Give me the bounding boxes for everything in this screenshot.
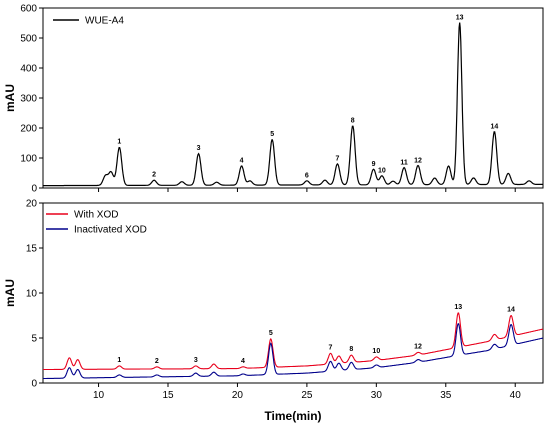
peak-label: 7 <box>329 344 333 351</box>
y-tick-label: 20 <box>26 199 38 210</box>
peak-label: 2 <box>155 358 159 365</box>
legend-label: Inactivated XOD <box>74 225 147 236</box>
series-line-with-xod <box>43 312 544 371</box>
x-tick-label: 30 <box>371 390 383 401</box>
peak-label: 1 <box>117 357 121 364</box>
series-line-wue-a4 <box>43 22 543 187</box>
x-tick-label: 40 <box>510 390 522 401</box>
peak-label: 8 <box>349 346 353 353</box>
peak-label: 7 <box>335 156 339 163</box>
peak-label: 12 <box>414 343 422 350</box>
y-tick-label: 10 <box>26 289 38 300</box>
peak-label: 5 <box>269 330 273 337</box>
peak-label: 10 <box>378 168 386 175</box>
peak-label: 4 <box>241 358 245 365</box>
x-tick-label: 15 <box>162 390 174 401</box>
y-tick-label: 5 <box>31 334 37 345</box>
x-tick-label: 35 <box>440 390 452 401</box>
series-line-inactivated-xod <box>43 323 544 380</box>
peak-label: 3 <box>194 357 198 364</box>
peak-label: 3 <box>197 145 201 152</box>
x-tick-label: 25 <box>301 390 313 401</box>
peak-label: 8 <box>351 118 355 125</box>
y-tick-label: 15 <box>26 244 38 255</box>
y-tick-label: 300 <box>20 94 37 105</box>
x-tick-label: 20 <box>232 390 244 401</box>
x-axis-title: Time(min) <box>264 409 321 423</box>
y-tick-label: 0 <box>31 184 37 195</box>
peak-label: 2 <box>152 172 156 179</box>
legend-label: With XOD <box>74 210 118 221</box>
peak-label: 13 <box>456 15 464 22</box>
y-axis-title: mAU <box>3 84 17 112</box>
peak-label: 4 <box>240 157 244 164</box>
y-tick-label: 200 <box>20 124 37 135</box>
peak-label: 12 <box>414 157 422 164</box>
peak-label: 13 <box>454 304 462 311</box>
peak-label: 10 <box>372 348 380 355</box>
peak-label: 11 <box>400 160 408 167</box>
y-tick-label: 500 <box>20 34 37 45</box>
peak-label: 5 <box>270 131 274 138</box>
peak-label: 6 <box>305 172 309 179</box>
plot-frame <box>42 7 544 189</box>
y-tick-label: 100 <box>20 154 37 165</box>
y-tick-label: 600 <box>20 4 37 15</box>
y-tick-label: 400 <box>20 64 37 75</box>
y-axis-title: mAU <box>3 279 17 307</box>
y-tick-label: 0 <box>31 379 37 390</box>
x-tick-label: 10 <box>93 390 105 401</box>
peak-label: 1 <box>117 139 121 146</box>
peak-label: 9 <box>372 161 376 168</box>
peak-label: 14 <box>490 124 498 131</box>
peak-label: 14 <box>507 307 515 314</box>
legend-label: WUE-A4 <box>85 16 124 27</box>
